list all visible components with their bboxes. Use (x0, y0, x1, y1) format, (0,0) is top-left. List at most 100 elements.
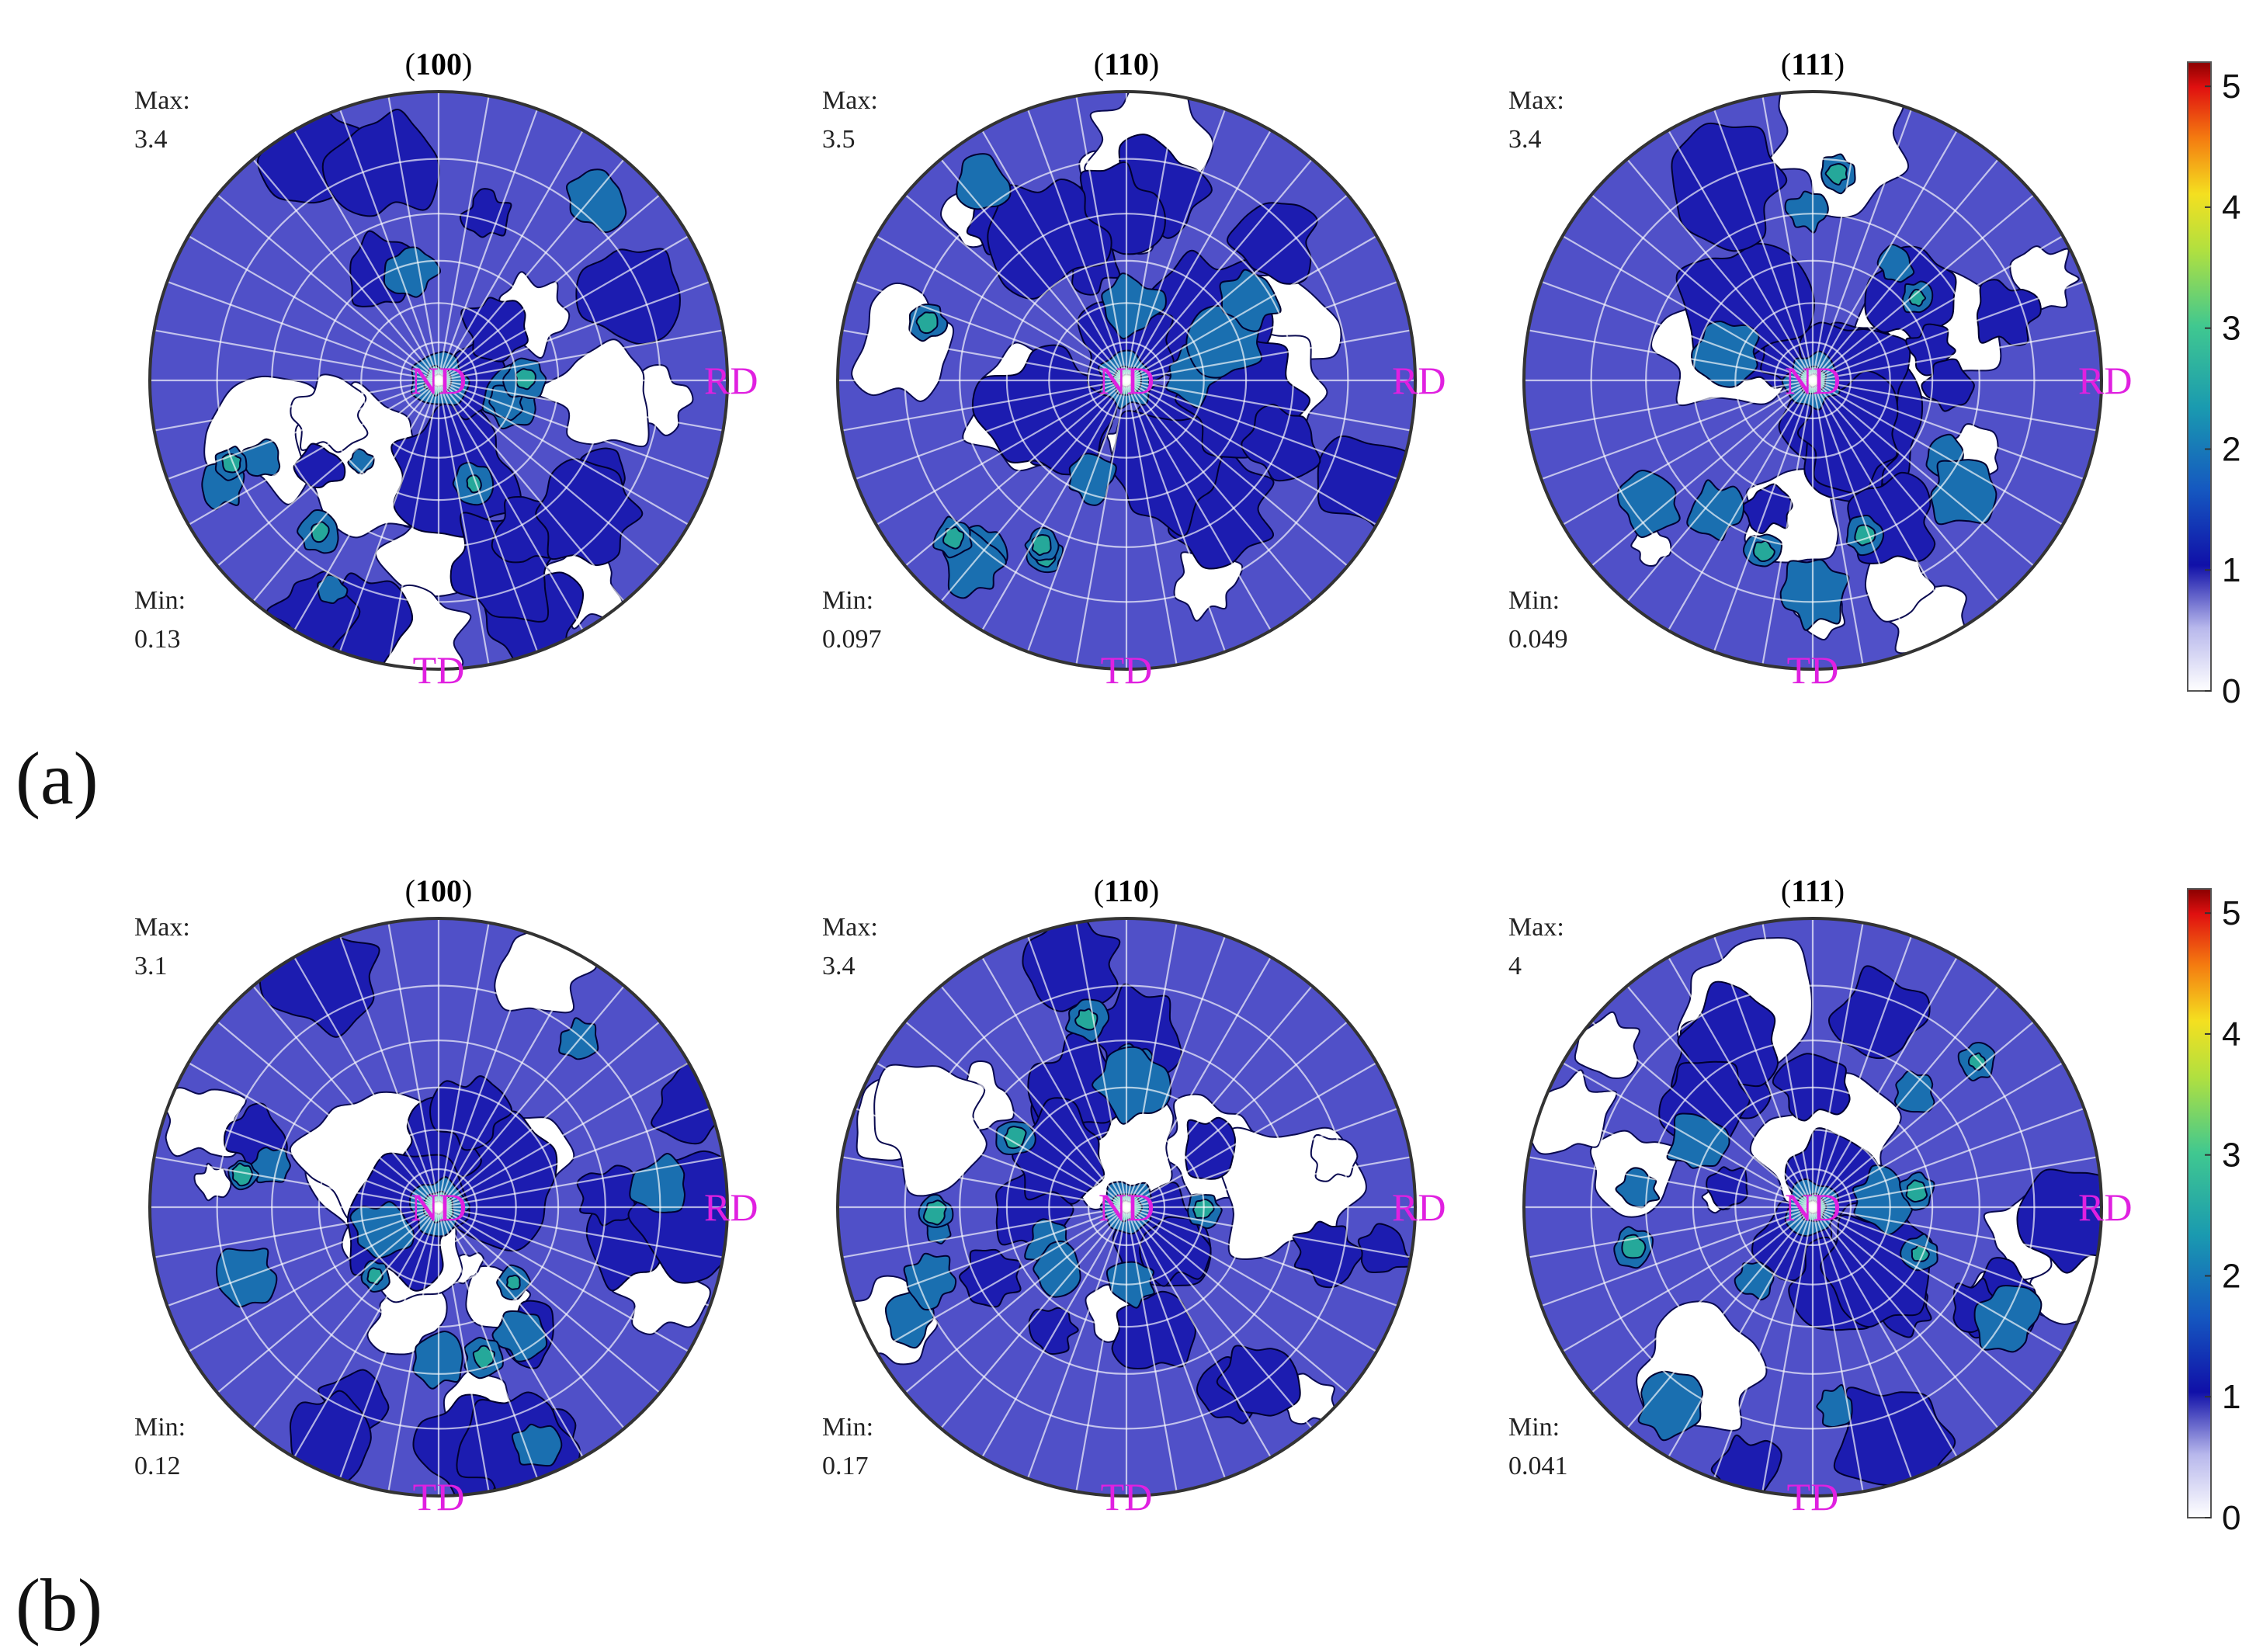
min-label: Min: (134, 1413, 186, 1442)
contour-level-3 (366, 1267, 384, 1286)
grid-spoke (1812, 956, 1958, 1208)
contour-level-2 (629, 1152, 685, 1213)
grid-spoke (293, 956, 439, 1208)
grid-spoke (855, 1206, 1127, 1307)
grid-spoke (1125, 1206, 1178, 1492)
grid-spoke (1541, 280, 1814, 382)
grid-spoke (438, 1206, 625, 1429)
max-value: 4 (1508, 952, 1522, 980)
min-label: Min: (822, 1413, 873, 1442)
grid-spoke (1562, 1206, 1814, 1352)
contour-level-1 (289, 1390, 372, 1486)
contour-level-1 (293, 442, 346, 488)
grid-spoke (1668, 1206, 1814, 1458)
grid-spoke (1713, 1206, 1814, 1479)
direction-label-rd: RD (1392, 1185, 1446, 1229)
grid-spoke (1812, 1206, 1999, 1429)
grid-spoke (1126, 280, 1398, 382)
max-label: Max: (1508, 913, 1564, 942)
polar-grid (1524, 918, 2102, 1496)
polar-grid (1524, 92, 2102, 669)
contour-level-3 (915, 311, 939, 335)
grid-spoke (338, 109, 440, 381)
grid-spoke (1126, 380, 1377, 526)
grid-spoke (338, 1206, 440, 1479)
grid-spoke (437, 380, 490, 665)
grid-spoke (1125, 95, 1178, 381)
polar-grid (838, 918, 1415, 1496)
pole-figure-a-111: (111) Max: 3.4 Min: 0.049 ND RD TD (1508, 47, 2132, 692)
contour-level-3 (515, 368, 536, 390)
grid-spoke (1812, 130, 1958, 381)
grid-spoke (1761, 380, 1814, 665)
grid-spoke (1812, 380, 1958, 631)
grid-spoke (1126, 985, 1313, 1208)
max-label: Max: (822, 913, 878, 942)
grid-spoke (1126, 130, 1272, 381)
grid-spoke (1812, 1156, 2098, 1209)
contour-level-3 (1031, 534, 1052, 557)
grid-spoke (154, 329, 439, 382)
low-density-region (1630, 528, 1672, 567)
grid-spoke (1126, 194, 1348, 381)
grid-spoke (1126, 380, 1272, 631)
grid-spoke (1126, 379, 1411, 432)
grid-spoke (1528, 1206, 1814, 1258)
direction-label-nd: ND (1785, 1185, 1841, 1229)
panel-label: (b) (16, 1564, 102, 1647)
grid-spoke (1075, 922, 1128, 1208)
low-density-region (1524, 1069, 1618, 1155)
grid-spoke (1562, 1062, 1814, 1208)
pole-figure-rim (836, 917, 1417, 1498)
grid-spoke (154, 1156, 439, 1209)
panel-label: (a) (16, 737, 99, 820)
low-density-region (1574, 1011, 1640, 1080)
grid-spoke (167, 1107, 439, 1209)
grid-spoke (1812, 1206, 2035, 1393)
grid-spoke (438, 158, 625, 381)
grid-spoke (154, 379, 439, 432)
pole-figure-rim (148, 90, 729, 671)
grid-spoke (1562, 380, 1814, 526)
contour-level-1 (1921, 358, 1975, 412)
max-label: Max: (134, 913, 190, 942)
plot-title: (111) (1781, 47, 1845, 82)
contour-level-2 (511, 1423, 563, 1467)
grid-spoke (1812, 1206, 2063, 1352)
colorbar: 0 1 2 3 4 5 (2187, 888, 2240, 1537)
min-value: 0.049 (1508, 625, 1568, 654)
contour-level-1 (321, 109, 440, 217)
grid-spoke (1811, 109, 1913, 381)
contour-level-1 (959, 1248, 1022, 1308)
grid-spoke (387, 1206, 440, 1492)
min-value: 0.041 (1508, 1452, 1568, 1480)
grid-spoke (438, 379, 710, 481)
grid-spoke (1668, 130, 1814, 381)
colorbar-gradient (2187, 61, 2212, 692)
contour-level-1 (1357, 1223, 1413, 1274)
grid-spoke (1126, 235, 1377, 381)
grid-spoke (438, 985, 625, 1208)
grid-spoke (876, 1062, 1127, 1208)
grid-spoke (855, 1107, 1127, 1209)
grid-spoke (1812, 1206, 2098, 1258)
direction-label-nd: ND (411, 1185, 467, 1229)
contour-level-1 (1827, 965, 1931, 1059)
grid-spoke (217, 380, 439, 567)
direction-label-nd: ND (1785, 359, 1841, 402)
grid-spoke (1812, 379, 2084, 481)
pole-figure-b-110: (110) Max: 3.4 Min: 0.17 ND RD TD (822, 873, 1446, 1518)
min-label: Min: (134, 586, 186, 615)
grid-spoke (1026, 109, 1128, 381)
contour-level-1 (535, 458, 644, 567)
contour-level-1 (1706, 1166, 1748, 1211)
contour-level-2 (1616, 470, 1681, 539)
grid-spoke (1026, 1206, 1128, 1479)
grid-spoke (167, 1206, 439, 1307)
min-label: Min: (822, 586, 873, 615)
contour-level-2 (566, 168, 627, 234)
max-value: 3.1 (134, 952, 168, 980)
grid-spoke (904, 1021, 1127, 1208)
grid-spoke (1626, 1206, 1814, 1429)
grid-spoke (438, 380, 625, 602)
